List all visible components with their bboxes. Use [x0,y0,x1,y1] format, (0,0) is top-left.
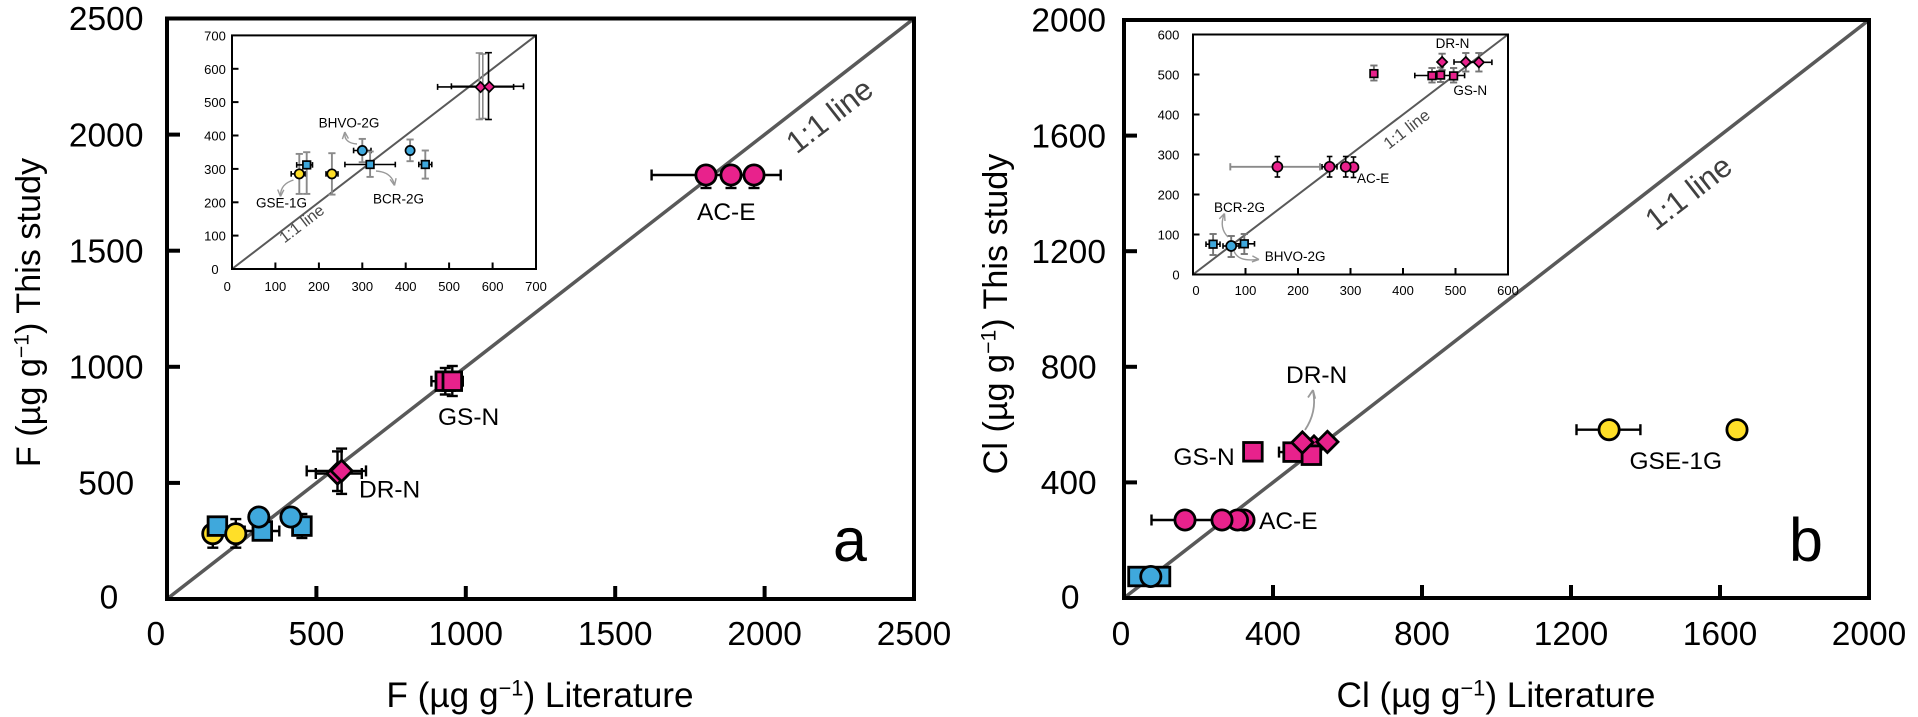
svg-text:800: 800 [1394,616,1450,653]
svg-text:1600: 1600 [1031,118,1106,155]
svg-text:0: 0 [1112,616,1131,653]
svg-text:300: 300 [204,162,226,177]
svg-text:BHVO-2G: BHVO-2G [319,115,380,130]
svg-text:300: 300 [351,279,373,294]
svg-text:500: 500 [204,95,226,110]
svg-text:600: 600 [1158,28,1180,43]
svg-text:2000: 2000 [1031,3,1106,40]
svg-text:600: 600 [1497,283,1519,298]
svg-text:100: 100 [1158,228,1180,243]
svg-text:AC-E: AC-E [1259,508,1318,535]
svg-text:AC-E: AC-E [1357,171,1389,186]
svg-text:1000: 1000 [429,616,504,653]
svg-text:0: 0 [146,616,165,653]
svg-text:F (µg g−1) This study: F (µg g−1) This study [10,157,48,467]
svg-text:300: 300 [1340,283,1362,298]
svg-text:2500: 2500 [69,1,144,38]
svg-text:200: 200 [1158,188,1180,203]
svg-text:200: 200 [308,279,330,294]
svg-text:1600: 1600 [1683,616,1758,653]
svg-text:GSE-1G: GSE-1G [1630,448,1723,475]
svg-text:DR-N: DR-N [1286,362,1347,389]
svg-text:0: 0 [224,279,231,294]
svg-text:AC-E: AC-E [697,199,756,226]
svg-text:2000: 2000 [69,117,144,154]
svg-text:GS-N: GS-N [438,404,499,431]
svg-text:0: 0 [100,580,119,617]
svg-text:GS-N: GS-N [1453,83,1487,98]
svg-text:2500: 2500 [877,616,952,653]
svg-text:a: a [833,506,867,574]
svg-text:b: b [1789,506,1823,574]
svg-text:DR-N: DR-N [1436,36,1470,51]
svg-text:100: 100 [1235,283,1257,298]
svg-text:2000: 2000 [1832,616,1907,653]
svg-text:0: 0 [1172,268,1179,283]
svg-text:100: 100 [204,229,226,244]
svg-text:0: 0 [211,262,218,277]
svg-text:DR-N: DR-N [359,477,420,504]
svg-text:1000: 1000 [69,350,144,387]
svg-text:0: 0 [1061,580,1080,617]
svg-text:400: 400 [1245,616,1301,653]
svg-text:1500: 1500 [69,233,144,270]
svg-text:600: 600 [482,279,504,294]
svg-text:800: 800 [1041,350,1097,387]
svg-text:700: 700 [525,279,547,294]
svg-text:1500: 1500 [578,616,653,653]
svg-text:500: 500 [1158,68,1180,83]
svg-text:700: 700 [204,28,226,43]
svg-text:500: 500 [1445,283,1467,298]
svg-text:Cl (µg g−1) This study: Cl (µg g−1) This study [977,153,1015,475]
svg-text:BCR-2G: BCR-2G [1214,200,1265,215]
svg-text:300: 300 [1158,148,1180,163]
svg-text:100: 100 [265,279,287,294]
svg-text:200: 200 [204,195,226,210]
svg-text:2000: 2000 [727,616,802,653]
svg-text:F (µg g−1) Literature: F (µg g−1) Literature [386,675,693,715]
svg-text:0: 0 [1192,283,1199,298]
svg-text:400: 400 [1158,108,1180,123]
svg-text:200: 200 [1287,283,1309,298]
svg-text:BCR-2G: BCR-2G [373,192,424,207]
svg-text:400: 400 [395,279,417,294]
svg-text:500: 500 [78,466,134,503]
svg-text:Cl (µg g−1) Literature: Cl (µg g−1) Literature [1337,675,1656,715]
svg-text:400: 400 [204,129,226,144]
svg-text:GS-N: GS-N [1173,444,1234,471]
svg-text:500: 500 [288,616,344,653]
svg-text:600: 600 [204,62,226,77]
svg-text:BHVO-2G: BHVO-2G [1265,249,1326,264]
svg-text:400: 400 [1041,465,1097,502]
svg-text:1200: 1200 [1534,616,1609,653]
svg-text:500: 500 [438,279,460,294]
svg-text:1200: 1200 [1031,234,1106,271]
svg-text:400: 400 [1392,283,1414,298]
svg-text:GSE-1G: GSE-1G [256,195,307,210]
